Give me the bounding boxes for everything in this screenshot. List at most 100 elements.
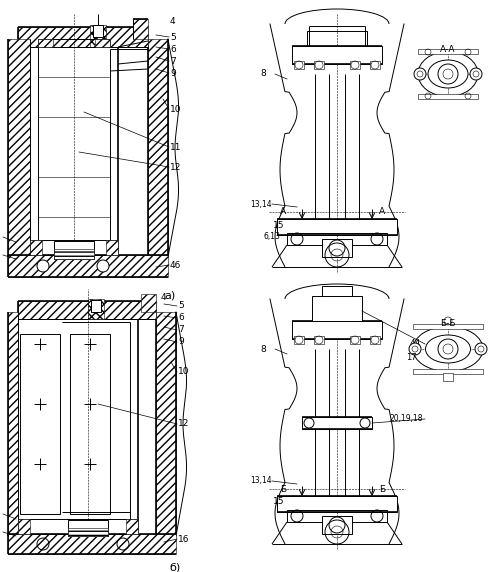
- Text: 16: 16: [178, 534, 190, 543]
- Circle shape: [470, 68, 482, 80]
- Bar: [370, 61, 380, 69]
- Text: 10: 10: [170, 105, 181, 113]
- Bar: [322, 286, 352, 296]
- Text: 8: 8: [260, 70, 266, 78]
- Bar: [70, 334, 110, 514]
- Text: а): а): [165, 290, 176, 300]
- Bar: [88, 299, 104, 319]
- Text: Б: Б: [379, 484, 385, 494]
- Bar: [133, 19, 148, 39]
- Bar: [287, 510, 387, 522]
- Bar: [277, 219, 397, 235]
- Bar: [68, 520, 108, 536]
- Circle shape: [473, 71, 479, 77]
- Ellipse shape: [413, 327, 483, 371]
- Bar: [18, 519, 30, 534]
- Text: 20,19,18: 20,19,18: [390, 415, 423, 423]
- Text: 7: 7: [178, 325, 184, 335]
- Bar: [106, 240, 118, 255]
- Circle shape: [97, 260, 109, 272]
- Bar: [418, 94, 478, 99]
- Text: 4: 4: [170, 18, 176, 26]
- Bar: [350, 61, 360, 69]
- Bar: [156, 312, 176, 536]
- Bar: [413, 369, 483, 374]
- Bar: [30, 240, 42, 255]
- Bar: [95, 39, 110, 47]
- Ellipse shape: [428, 60, 468, 88]
- Bar: [314, 61, 324, 69]
- Bar: [126, 519, 138, 534]
- Bar: [18, 301, 156, 319]
- Bar: [413, 324, 483, 329]
- Bar: [277, 496, 397, 512]
- Circle shape: [412, 346, 418, 352]
- Text: 6,13: 6,13: [263, 232, 280, 241]
- Bar: [307, 31, 367, 46]
- Ellipse shape: [425, 335, 470, 363]
- Text: 12: 12: [178, 419, 189, 428]
- Bar: [312, 296, 362, 321]
- Text: 4: 4: [161, 292, 166, 301]
- Circle shape: [475, 343, 487, 355]
- Text: 13,14: 13,14: [250, 476, 272, 486]
- Circle shape: [438, 339, 458, 359]
- Circle shape: [37, 260, 49, 272]
- Text: 11: 11: [170, 142, 181, 152]
- Text: 13,14: 13,14: [250, 200, 272, 209]
- Bar: [93, 25, 103, 37]
- Bar: [148, 39, 168, 257]
- Text: 8: 8: [260, 344, 266, 353]
- Bar: [294, 336, 304, 344]
- Text: 17: 17: [406, 352, 416, 362]
- Bar: [38, 39, 53, 47]
- Ellipse shape: [418, 51, 478, 97]
- Bar: [8, 39, 30, 257]
- Bar: [418, 49, 478, 54]
- Text: б): б): [169, 563, 181, 572]
- Bar: [294, 61, 304, 69]
- Bar: [90, 25, 106, 47]
- Text: 5: 5: [170, 33, 176, 42]
- Bar: [322, 239, 352, 257]
- Text: 6: 6: [178, 313, 184, 323]
- Text: 46: 46: [170, 260, 181, 269]
- Bar: [287, 233, 387, 245]
- Text: 44: 44: [410, 340, 421, 348]
- Bar: [443, 373, 453, 381]
- Circle shape: [417, 71, 423, 77]
- Text: 12: 12: [170, 162, 181, 172]
- Bar: [8, 312, 18, 536]
- Bar: [91, 300, 101, 312]
- Bar: [292, 321, 382, 339]
- Bar: [54, 249, 94, 259]
- Circle shape: [409, 343, 421, 355]
- Text: 9: 9: [178, 337, 184, 347]
- Bar: [68, 528, 108, 536]
- Text: А: А: [379, 208, 385, 216]
- Circle shape: [443, 69, 453, 79]
- Bar: [18, 27, 148, 47]
- Bar: [30, 240, 118, 255]
- Text: 15: 15: [273, 220, 285, 229]
- Circle shape: [478, 346, 484, 352]
- Circle shape: [414, 68, 426, 80]
- Bar: [8, 534, 176, 554]
- Bar: [141, 294, 156, 312]
- Circle shape: [443, 344, 453, 354]
- Text: 10: 10: [178, 367, 190, 376]
- Text: А: А: [280, 208, 286, 216]
- Bar: [314, 336, 324, 344]
- Bar: [292, 46, 382, 64]
- Bar: [18, 519, 138, 534]
- Text: 9: 9: [170, 69, 176, 77]
- Text: Б-Б: Б-Б: [440, 320, 456, 328]
- Text: 5: 5: [178, 301, 184, 311]
- Bar: [370, 336, 380, 344]
- Bar: [322, 516, 352, 534]
- Bar: [54, 241, 94, 259]
- Bar: [350, 336, 360, 344]
- Text: Б: Б: [280, 484, 286, 494]
- Text: 7: 7: [170, 57, 176, 66]
- Bar: [8, 255, 168, 277]
